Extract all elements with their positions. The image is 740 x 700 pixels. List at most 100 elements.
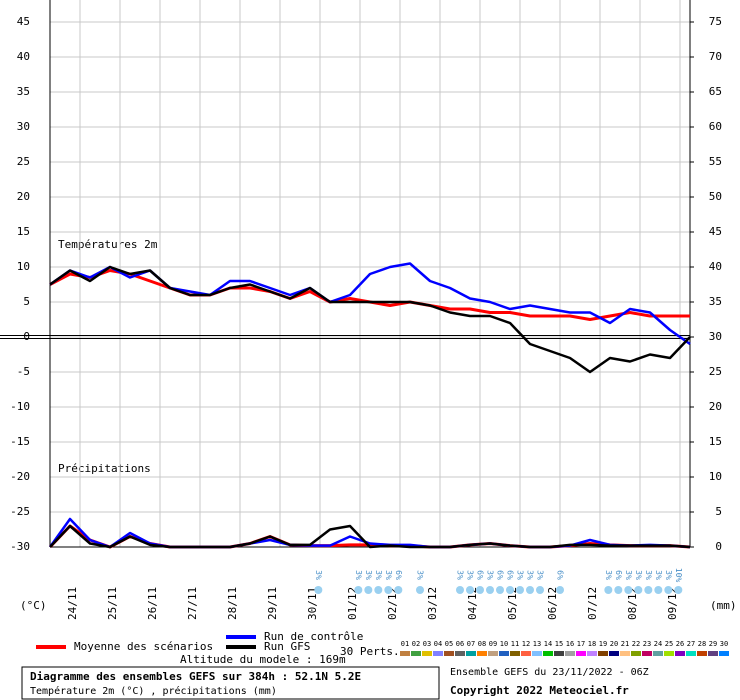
perturbation-swatch xyxy=(576,651,586,656)
snow-marker xyxy=(614,586,623,594)
x-tick-label: 03/12 xyxy=(426,587,439,620)
y-tick-label: -20 xyxy=(10,470,30,483)
y2-tick-label: 55 xyxy=(709,155,722,168)
y2-tick-label: 15 xyxy=(709,435,722,448)
perturbation-swatch xyxy=(543,651,553,656)
perturbation-label: 07 xyxy=(467,640,475,648)
legend-label: Moyenne des scénarios xyxy=(74,640,213,653)
perturbation-swatch xyxy=(422,651,432,656)
snow-marker xyxy=(644,586,653,594)
y2-tick-label: 65 xyxy=(709,85,722,98)
snow-label: 6% xyxy=(476,570,485,580)
temp-label: Températures 2m xyxy=(58,238,158,251)
perturbation-label: 14 xyxy=(544,640,552,648)
x-tick-label: 06/12 xyxy=(546,587,559,620)
x-tick-label: 04/12 xyxy=(466,587,479,620)
y-tick-label: -10 xyxy=(10,400,30,413)
snow-marker xyxy=(416,586,424,594)
perturbation-label: 09 xyxy=(489,640,497,648)
y2-tick-label: 0 xyxy=(715,540,722,553)
perturbation-label: 03 xyxy=(423,640,431,648)
snow-label: 3% xyxy=(634,570,643,580)
snow-marker xyxy=(354,586,363,594)
perturbation-swatch xyxy=(554,651,564,656)
snow-marker xyxy=(374,586,383,594)
perturbation-swatch xyxy=(675,651,685,656)
perturbation-label: 18 xyxy=(588,640,596,648)
perturbation-label: 27 xyxy=(687,640,695,648)
y2-tick-label: 25 xyxy=(709,365,722,378)
perturbation-swatch xyxy=(444,651,454,656)
x-tick-label: 28/11 xyxy=(226,587,239,620)
perturbation-label: 25 xyxy=(665,640,673,648)
snow-label: 3% xyxy=(526,570,535,580)
y2-tick-label: 60 xyxy=(709,120,722,133)
legend-label: Run GFS xyxy=(264,640,310,653)
perturbation-swatch xyxy=(686,651,696,656)
y2-tick-label: 20 xyxy=(709,400,722,413)
y2-tick-label: 40 xyxy=(709,260,722,273)
perturbation-swatch xyxy=(499,651,509,656)
snow-marker xyxy=(604,586,613,594)
y-tick-label: 15 xyxy=(17,225,30,238)
perturbation-label: 24 xyxy=(654,640,662,648)
y-tick-label: -15 xyxy=(10,435,30,448)
perturbation-swatch xyxy=(400,651,410,656)
perturbation-swatch xyxy=(708,651,718,656)
perturbation-swatch xyxy=(455,651,465,656)
snow-marker xyxy=(506,586,514,594)
snow-label: 3% xyxy=(314,570,323,580)
snow-marker xyxy=(384,586,393,594)
y-tick-label: -25 xyxy=(10,505,30,518)
snow-marker xyxy=(634,586,643,594)
perturbation-label: 13 xyxy=(533,640,541,648)
snow-label: 3% xyxy=(654,570,663,580)
x-tick-label: 07/12 xyxy=(586,587,599,620)
perturbation-swatch xyxy=(488,651,498,656)
snow-marker xyxy=(364,586,373,594)
y-tick-label: 35 xyxy=(17,85,30,98)
perturbation-swatch xyxy=(433,651,443,656)
perturbation-label: 23 xyxy=(643,640,651,648)
perturbation-label: 11 xyxy=(511,640,519,648)
snow-marker xyxy=(496,586,504,594)
run-label: Ensemble GEFS du 23/11/2022 - 06Z xyxy=(450,667,649,678)
perturbation-swatch xyxy=(642,651,652,656)
y2-tick-label: 35 xyxy=(709,295,722,308)
perturbation-label: 10 xyxy=(500,640,508,648)
y2-tick-label: 70 xyxy=(709,50,722,63)
x-tick-label: 25/11 xyxy=(106,587,119,620)
snow-marker xyxy=(674,586,683,594)
y-tick-label: -5 xyxy=(17,365,30,378)
chart-subtitle: Température 2m (°C) , précipitations (mm… xyxy=(30,685,277,697)
snow-label: 3% xyxy=(466,570,475,580)
snow-label: 6% xyxy=(614,570,623,580)
snow-label: 6% xyxy=(394,570,403,580)
perturbation-label: 26 xyxy=(676,640,684,648)
perturbation-swatch xyxy=(664,651,674,656)
x-tick-label: 09/12 xyxy=(666,587,679,620)
snow-marker xyxy=(556,586,564,594)
x-tick-label: 27/11 xyxy=(186,587,199,620)
perturbation-swatch xyxy=(653,651,663,656)
snow-label: 3% xyxy=(604,570,613,580)
snow-label: 3% xyxy=(516,570,525,580)
perturbation-swatch xyxy=(697,651,707,656)
perturbation-label: 20 xyxy=(610,640,618,648)
snow-marker xyxy=(466,586,474,594)
perturbation-label: 17 xyxy=(577,640,585,648)
snow-label: 6% xyxy=(506,570,515,580)
snow-marker xyxy=(486,586,494,594)
snow-marker xyxy=(536,586,544,594)
legend-label: Run de contrôle xyxy=(264,630,363,643)
x-tick-label: 02/12 xyxy=(386,587,399,620)
perturbation-swatch xyxy=(411,651,421,656)
snow-label: 3% xyxy=(536,570,545,580)
perturbation-label: 22 xyxy=(632,640,640,648)
perturbation-swatch xyxy=(587,651,597,656)
snow-label: 6% xyxy=(496,570,505,580)
y-tick-label: 45 xyxy=(17,15,30,28)
y-tick-label: 20 xyxy=(17,190,30,203)
